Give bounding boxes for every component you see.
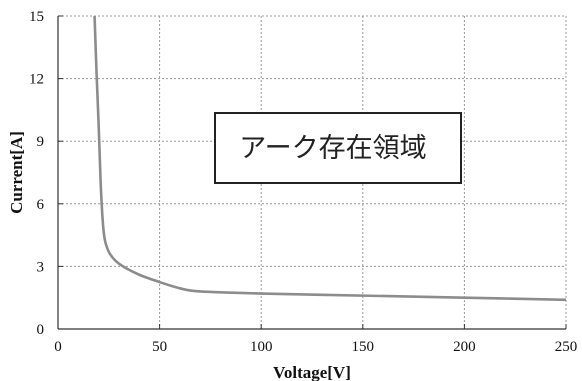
series-layer [93,15,567,302]
annotation-box: アーク存在領域 [214,112,462,184]
y-tick-label: 0 [37,322,45,338]
axes [57,15,567,330]
y-axis-label: Current[A] [7,131,26,214]
y-tick-label: 9 [37,134,45,150]
annotation-text: アーク存在領域 [239,133,426,164]
grid [58,15,567,329]
y-tick-label: 15 [29,9,44,25]
x-tick-label: 150 [352,339,375,355]
series-line [93,15,567,302]
x-tick-labels: 0 50 100 150 200 250 [54,339,577,355]
x-tick-label: 50 [152,339,167,355]
annotation-frame [214,112,462,184]
y-tick-label: 3 [37,259,45,275]
y-tick-labels: 0 3 6 9 12 15 [29,9,45,338]
y-tick-label: 6 [37,197,45,213]
y-tick-label: 12 [29,72,44,88]
x-tick-label: 250 [555,339,578,355]
x-tick-label: 100 [250,339,273,355]
x-tick-label: 0 [54,339,62,355]
x-axis-label: Voltage[V] [273,363,351,381]
x-tick-label: 200 [453,339,476,355]
